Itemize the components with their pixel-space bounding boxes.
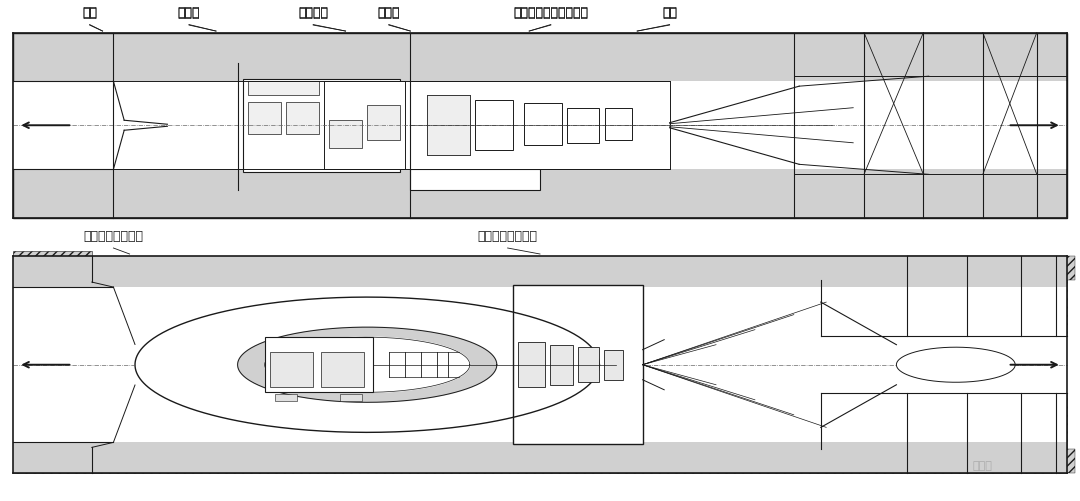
Bar [113,169,670,190]
Bar [13,287,1067,442]
Text: 出水流道（钢衬）: 出水流道（钢衬） [477,230,538,243]
Bar [248,102,281,134]
Bar [135,432,599,442]
Bar [248,81,319,95]
Bar [821,280,1067,336]
Bar [13,449,1067,473]
Bar [550,345,573,385]
Bar [243,79,400,172]
Text: 推力径向组合轴承部件: 推力径向组合轴承部件 [513,7,589,20]
Bar [794,164,799,190]
Bar [275,394,297,401]
Bar [524,103,562,145]
Bar [513,285,643,444]
Polygon shape [238,327,497,402]
Text: 反馈机构: 反馈机构 [298,7,328,20]
Bar [410,81,670,169]
Bar [578,347,599,382]
Bar [321,352,364,387]
Bar [270,352,313,387]
Bar [907,449,1075,473]
Bar [907,256,1075,280]
Text: 克方圈: 克方圈 [973,461,993,471]
Bar [427,95,470,155]
Bar [13,250,92,280]
Text: 齿轮箱: 齿轮箱 [178,7,200,20]
Bar [13,33,1067,218]
Bar [794,174,1067,190]
Text: 电机: 电机 [82,6,97,19]
Text: 受油器: 受油器 [378,6,400,19]
Bar [340,394,362,401]
Text: 电机: 电机 [82,7,97,20]
Bar [13,169,113,190]
Bar [13,256,1067,280]
Bar [518,342,545,387]
Bar [367,105,400,140]
Text: 受油器: 受油器 [378,7,400,20]
Bar [13,81,1067,169]
Bar [13,256,1067,473]
Polygon shape [896,347,1015,382]
Bar [427,95,470,155]
Bar [567,108,599,143]
Bar [135,287,599,297]
Bar [605,108,632,140]
Text: 推力径向组合轴承部件: 推力径向组合轴承部件 [513,6,589,19]
Bar [13,60,113,81]
Bar [265,337,373,392]
Bar [475,100,513,150]
Text: 水泵: 水泵 [662,6,677,19]
Polygon shape [265,337,470,392]
Bar [13,444,92,473]
Bar [13,190,1067,218]
Polygon shape [135,297,599,432]
Bar [324,81,405,169]
Bar [821,393,1067,449]
Bar [604,350,623,380]
Bar [794,60,1067,76]
Text: 水泵: 水泵 [662,7,677,20]
Bar [410,169,540,190]
Text: 进水流道（钢衬）: 进水流道（钢衬） [83,230,144,243]
Bar [794,60,799,86]
Bar [113,60,670,81]
Bar [13,33,1067,60]
Text: 齿轮箱: 齿轮箱 [178,6,200,19]
Bar [286,102,319,134]
Bar [329,120,362,148]
Text: 反馈机构: 反馈机构 [298,6,328,19]
